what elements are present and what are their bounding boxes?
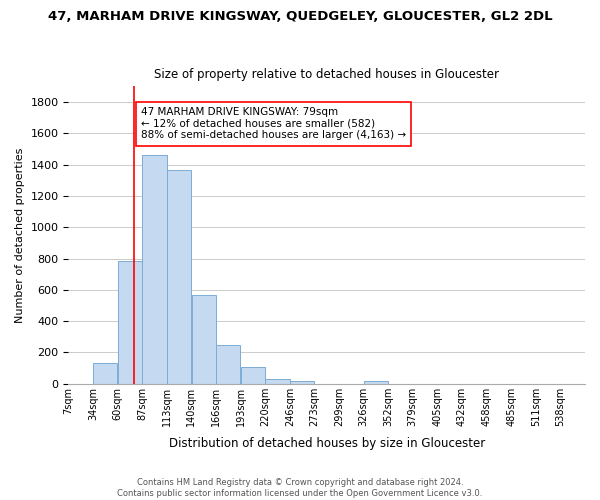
Bar [364,382,388,384]
Bar [118,261,142,384]
Text: Contains HM Land Registry data © Crown copyright and database right 2024.
Contai: Contains HM Land Registry data © Crown c… [118,478,482,498]
Text: 47, MARHAM DRIVE KINGSWAY, QUEDGELEY, GLOUCESTER, GL2 2DL: 47, MARHAM DRIVE KINGSWAY, QUEDGELEY, GL… [47,10,553,23]
Y-axis label: Number of detached properties: Number of detached properties [15,148,25,322]
Bar [167,170,191,384]
Title: Size of property relative to detached houses in Gloucester: Size of property relative to detached ho… [154,68,499,81]
Bar [216,344,241,384]
Bar [241,368,265,384]
Bar [191,294,216,384]
Bar [93,364,118,384]
Bar [142,155,167,384]
X-axis label: Distribution of detached houses by size in Gloucester: Distribution of detached houses by size … [169,437,485,450]
Bar [290,380,314,384]
Text: 47 MARHAM DRIVE KINGSWAY: 79sqm
← 12% of detached houses are smaller (582)
88% o: 47 MARHAM DRIVE KINGSWAY: 79sqm ← 12% of… [141,107,406,140]
Bar [265,379,290,384]
